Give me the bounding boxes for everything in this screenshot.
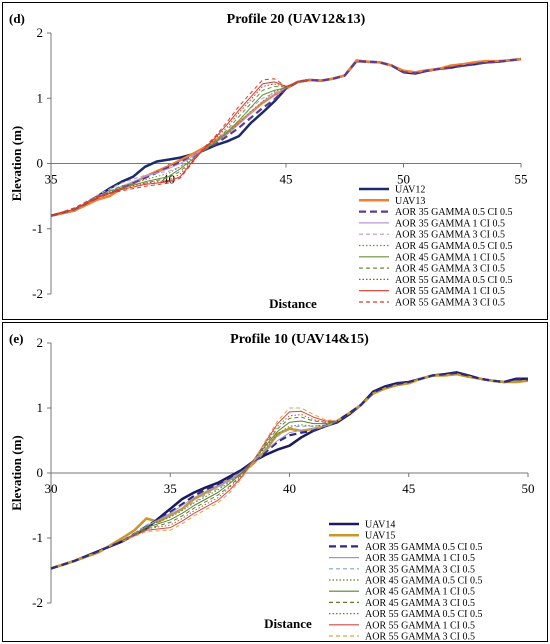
legend-entry: UAV13: [395, 196, 425, 207]
panel-label: (e): [9, 331, 23, 346]
legend-entry: AOR 35 GAMMA 3 CI 0.5: [395, 230, 505, 241]
y-tick-label: -1: [32, 530, 43, 545]
y-tick-label: 0: [37, 465, 44, 480]
x-axis-label: Distance: [269, 296, 317, 311]
legend-entry: AOR 55 GAMMA 3 CI 0.5: [395, 298, 505, 309]
x-tick-label: 50: [397, 172, 410, 187]
y-tick-label: 0: [37, 156, 44, 171]
legend-entry: AOR 45 GAMMA 1 CI 0.5: [365, 587, 475, 598]
y-axis-label: Elevation (m): [9, 126, 24, 201]
legend-entry: AOR 55 GAMMA 1 CI 0.5: [365, 620, 475, 631]
y-tick-label: 2: [37, 25, 44, 40]
legend-entry: AOR 55 GAMMA 0.5 CI 0.5: [395, 275, 513, 286]
chart-title: Profile 10 (UAV14&15): [230, 332, 369, 347]
x-tick-label: 35: [164, 481, 177, 496]
series-line-5: [50, 79, 310, 217]
series-line-10: [50, 78, 310, 217]
x-tick-label: 40: [162, 172, 175, 187]
chart-panel-e: (e) Profile 10 (UAV14&15) -2 -1 0 1 2 30 35 40 45 5…: [2, 322, 548, 642]
legend-entry: AOR 35 GAMMA 1 CI 0.5: [395, 218, 505, 229]
x-tick-label: 40: [283, 481, 296, 496]
chart-title: Profile 20 (UAV12&13): [227, 12, 366, 27]
legend-entry: AOR 45 GAMMA 0.5 CI 0.5: [365, 576, 483, 587]
legend-entry: AOR 55 GAMMA 1 CI 0.5: [395, 286, 505, 297]
legend-entry: UAV15: [365, 531, 395, 542]
legend-entry: AOR 45 GAMMA 0.5 CI 0.5: [395, 241, 513, 252]
series-line-6: [50, 79, 310, 217]
series-line-2: [50, 371, 528, 570]
x-tick-label: 35: [45, 172, 58, 187]
legend-entry: AOR 35 GAMMA 0.5 CI 0.5: [365, 542, 483, 553]
series-line-4: [50, 79, 310, 217]
series-line-6: [122, 420, 338, 542]
series-line-1: [50, 372, 529, 570]
y-tick-label: -2: [32, 286, 43, 301]
series-line-3: [50, 79, 310, 217]
series-line-10: [122, 407, 338, 542]
series-line-2: [50, 58, 522, 217]
legend-entry: AOR 45 GAMMA 3 CI 0.5: [395, 264, 505, 275]
chart-panel-d: (d) Profile 20 (UAV12&13) -2 -1 0 1 2 35 40 45 50 5…: [2, 2, 548, 320]
y-axis-label: Elevation (m): [9, 435, 24, 510]
y-tick-label: -1: [32, 221, 43, 236]
chart-e-svg: (e) Profile 10 (UAV14&15) -2 -1 0 1 2 30 35 40 45 5…: [9, 331, 535, 642]
series-line-8: [50, 79, 310, 217]
series-line-7: [50, 79, 310, 217]
series-line-4: [122, 420, 338, 542]
x-tick-label: 30: [45, 481, 58, 496]
legend-entry: AOR 35 GAMMA 3 CI 0.5: [365, 564, 475, 575]
x-axis-label: Distance: [264, 616, 312, 631]
legend-entry: AOR 55 GAMMA 3 CI 0.5: [365, 632, 475, 642]
series-line-9: [122, 410, 338, 542]
x-tick-label: 55: [515, 172, 528, 187]
y-tick-label: 1: [37, 400, 44, 415]
y-tick-label: 1: [37, 90, 44, 105]
legend-entry: AOR 35 GAMMA 1 CI 0.5: [365, 553, 475, 564]
series-line-1: [50, 57, 522, 217]
legend-entry: AOR 45 GAMMA 1 CI 0.5: [395, 252, 505, 263]
legend-entry: AOR 35 GAMMA 0.5 CI 0.5: [395, 207, 513, 218]
legend-entry: UAV14: [365, 520, 395, 531]
series-line-9: [50, 79, 310, 217]
x-tick-label: 45: [402, 481, 415, 496]
series-line-5: [122, 420, 338, 542]
legend-entry: AOR 45 GAMMA 3 CI 0.5: [365, 598, 475, 609]
series-line-8: [122, 414, 338, 542]
legend-entry: UAV12: [395, 185, 425, 196]
y-tick-label: -2: [32, 595, 43, 610]
series-line-0: [50, 57, 522, 217]
legend-entry: AOR 55 GAMMA 0.5 CI 0.5: [365, 609, 483, 620]
chart-d-svg: (d) Profile 20 (UAV12&13) -2 -1 0 1 2 35 40 45 50 5…: [9, 11, 528, 311]
x-tick-label: 45: [280, 172, 293, 187]
x-tick-label: 50: [522, 481, 535, 496]
series-line-3: [122, 420, 338, 542]
y-tick-label: 2: [37, 335, 44, 350]
panel-label: (d): [9, 11, 25, 26]
